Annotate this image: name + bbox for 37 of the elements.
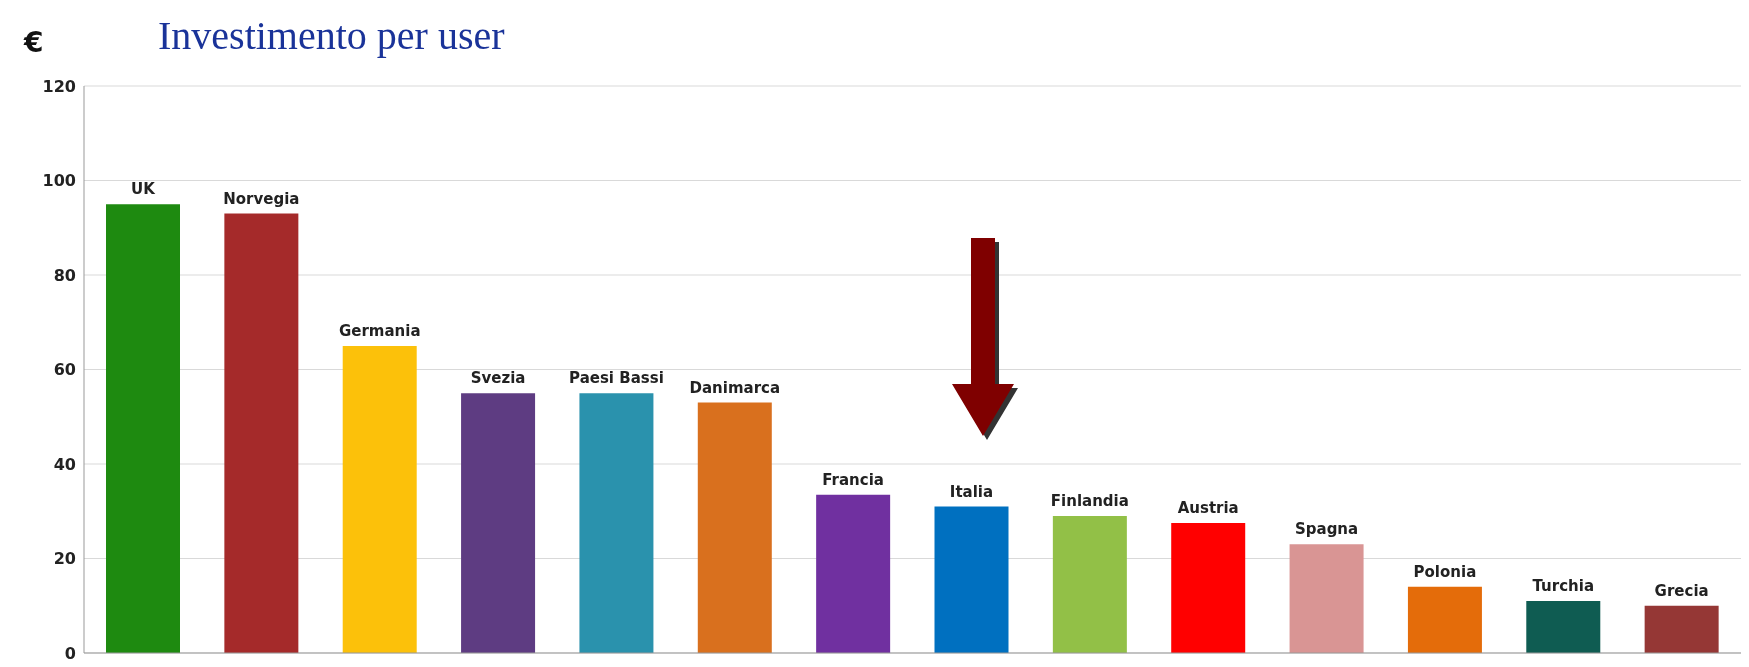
bar xyxy=(342,345,417,653)
bar xyxy=(1644,605,1719,653)
x-tick-label: Norvegia xyxy=(223,189,300,208)
bar xyxy=(224,213,299,653)
bar xyxy=(461,393,536,653)
x-tick-label: Danimarca xyxy=(689,378,781,397)
bar xyxy=(1052,515,1127,653)
x-tick-label: Italia xyxy=(949,482,994,501)
bar xyxy=(1171,523,1246,653)
bar xyxy=(579,393,654,653)
y-tick-label: 60 xyxy=(53,360,76,380)
x-tick-label: Austria xyxy=(1177,499,1239,518)
x-tick-label: Francia xyxy=(822,470,884,489)
chart-title: Investimento per user xyxy=(158,12,505,59)
y-tick-label: 100 xyxy=(42,171,76,191)
y-tick-label: 120 xyxy=(42,76,76,96)
y-tick-label: 40 xyxy=(53,454,76,474)
bar xyxy=(816,494,891,653)
y-tick-label: 20 xyxy=(53,549,76,569)
x-tick-label: Spagna xyxy=(1294,520,1359,539)
x-tick-label: Svezia xyxy=(470,369,526,388)
x-tick-label: Turchia xyxy=(1532,577,1595,596)
bar xyxy=(934,506,1009,653)
x-tick-label: Germania xyxy=(338,321,421,340)
bar xyxy=(1407,586,1482,653)
y-tick-label: 80 xyxy=(53,265,76,285)
x-tick-label: Grecia xyxy=(1654,581,1709,600)
x-tick-label: Paesi Bassi xyxy=(569,369,664,388)
bar xyxy=(1526,601,1601,653)
bar xyxy=(1289,544,1364,653)
y-axis-title: € xyxy=(24,26,44,59)
x-tick-label: Finlandia xyxy=(1050,491,1129,510)
bar xyxy=(106,204,180,653)
x-tick-label: Polonia xyxy=(1413,562,1477,581)
bar xyxy=(697,402,772,653)
x-tick-label: UK xyxy=(131,180,157,199)
y-tick-label: 0 xyxy=(64,643,76,663)
